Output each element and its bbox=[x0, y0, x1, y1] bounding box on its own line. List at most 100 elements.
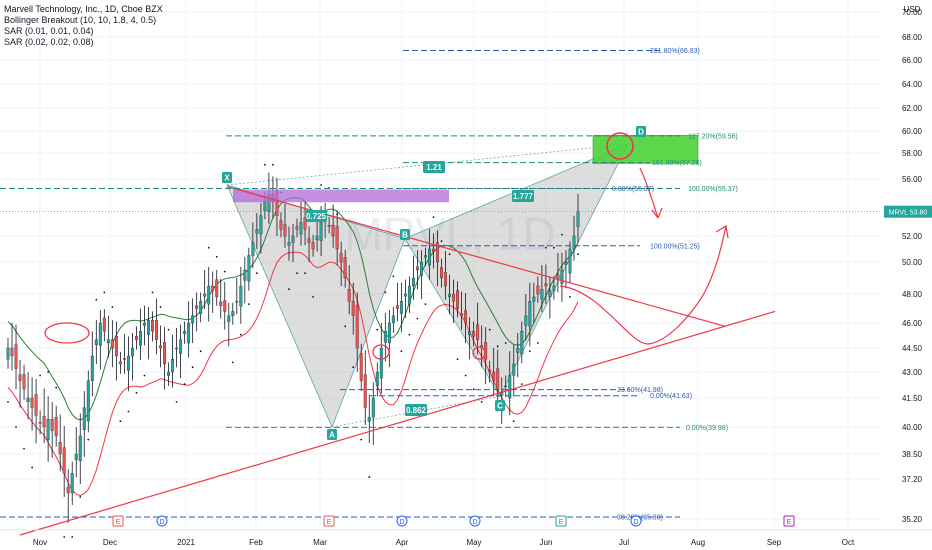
price-tick: 70.00 bbox=[902, 8, 923, 17]
candle-body bbox=[403, 293, 407, 297]
candle-body bbox=[291, 235, 295, 243]
price-tick: 56.00 bbox=[902, 175, 923, 184]
price-tick: 62.00 bbox=[902, 104, 923, 113]
legend-indicator-sar-1[interactable]: SAR (0.01, 0.01, 0.04) bbox=[4, 26, 94, 36]
candle-body bbox=[78, 435, 82, 461]
sar-dot bbox=[488, 328, 491, 331]
candle-body bbox=[576, 211, 580, 227]
time-tick: Aug bbox=[691, 538, 705, 547]
sar-dot bbox=[191, 366, 194, 369]
candle-body bbox=[572, 235, 576, 250]
time-tick: Dec bbox=[103, 538, 117, 547]
sar-dot bbox=[15, 426, 17, 428]
candle-body bbox=[106, 339, 110, 344]
candle-body bbox=[263, 201, 267, 212]
candle-body bbox=[528, 301, 532, 327]
sar-dot bbox=[7, 400, 9, 403]
sar-dot bbox=[63, 536, 66, 538]
candle-body bbox=[560, 269, 564, 284]
time-axis[interactable]: Nov Dec 2021 Feb Mar Apr May Jun Jul Aug Sep Oct bbox=[0, 529, 932, 547]
candle-body bbox=[512, 363, 516, 376]
candle-body bbox=[6, 347, 10, 360]
sar-dot bbox=[392, 275, 395, 278]
candle-body bbox=[464, 310, 468, 324]
candle-body bbox=[516, 347, 520, 353]
candle-body bbox=[62, 447, 66, 474]
candle-body bbox=[375, 371, 379, 387]
candle-body bbox=[122, 358, 126, 360]
candle-body bbox=[351, 301, 355, 316]
trend-drawings[interactable] bbox=[19, 132, 776, 536]
event-label: E bbox=[116, 519, 121, 526]
price-tick: 35.20 bbox=[902, 515, 923, 524]
sar-dot bbox=[264, 163, 266, 166]
sar-dot bbox=[288, 288, 290, 291]
sar-dot bbox=[175, 400, 178, 403]
pattern-point-label: A bbox=[329, 431, 335, 440]
price-tick: 50.00 bbox=[902, 258, 923, 267]
sar-dot bbox=[87, 438, 90, 441]
time-tick: Mar bbox=[313, 538, 327, 547]
candle-body bbox=[151, 319, 154, 332]
legend: Marvell Technology, Inc., 1D, Cboe BZX B… bbox=[4, 4, 163, 48]
legend-indicator-bollinger[interactable]: Bollinger Breakout (10, 10, 1.8, 4, 0.5) bbox=[4, 15, 157, 25]
candle-body bbox=[82, 407, 86, 430]
sar-dot bbox=[55, 386, 58, 389]
currency-label: USD bbox=[904, 5, 921, 14]
sar-dot bbox=[143, 374, 146, 377]
target-zone-box bbox=[592, 135, 699, 164]
candle-body bbox=[34, 394, 38, 416]
dividend-marker bbox=[156, 515, 168, 527]
pattern-point-box bbox=[400, 229, 410, 240]
legend-indicator-sar-2[interactable]: SAR (0.02, 0.02, 0.08) bbox=[4, 37, 94, 47]
candle-body bbox=[139, 331, 142, 346]
candle-body bbox=[399, 301, 403, 314]
candle-body bbox=[520, 331, 524, 354]
candle-body bbox=[199, 301, 203, 314]
candle-body bbox=[179, 339, 183, 354]
supply-zone-box bbox=[233, 189, 449, 203]
candle-body bbox=[299, 222, 303, 235]
candle-body bbox=[331, 225, 335, 237]
dividend-marker bbox=[630, 515, 642, 527]
candle-body bbox=[452, 293, 456, 302]
sar-dot bbox=[569, 296, 571, 298]
candle-body bbox=[440, 267, 443, 279]
legend-title[interactable]: Marvell Technology, Inc., 1D, Cboe BZX bbox=[4, 4, 163, 14]
candle-body bbox=[460, 313, 464, 316]
sar-dot bbox=[496, 345, 499, 348]
sar-dot bbox=[215, 255, 218, 258]
projected-path bbox=[559, 224, 729, 345]
price-tick: 38.50 bbox=[902, 450, 923, 459]
candle-body bbox=[86, 380, 90, 422]
sar-dot bbox=[312, 296, 314, 298]
candle-body bbox=[227, 315, 231, 322]
sar-dot bbox=[384, 291, 387, 294]
candle-body bbox=[195, 305, 199, 309]
sar-dot bbox=[135, 391, 138, 394]
pattern-point-label: C bbox=[497, 402, 503, 411]
event-label: D bbox=[159, 519, 164, 526]
candle-body bbox=[98, 322, 102, 346]
price-tick: 44.50 bbox=[902, 344, 923, 353]
candle-body bbox=[231, 311, 235, 316]
pattern-point-box bbox=[222, 172, 232, 183]
candle-body bbox=[488, 370, 492, 373]
ratio-label: 1.777 bbox=[513, 192, 534, 201]
sar-dot bbox=[544, 246, 547, 249]
sar-dot bbox=[255, 272, 258, 275]
candle-body bbox=[207, 285, 211, 305]
candle-body bbox=[371, 397, 375, 418]
time-tick: 2021 bbox=[177, 538, 195, 547]
candle-body bbox=[347, 289, 351, 302]
price-tick: 37.20 bbox=[902, 475, 923, 484]
candle-body bbox=[548, 290, 552, 298]
pattern-point-box bbox=[495, 400, 505, 411]
sar-dot bbox=[320, 184, 322, 186]
candle-body bbox=[235, 301, 239, 303]
sar-dot bbox=[159, 306, 162, 308]
